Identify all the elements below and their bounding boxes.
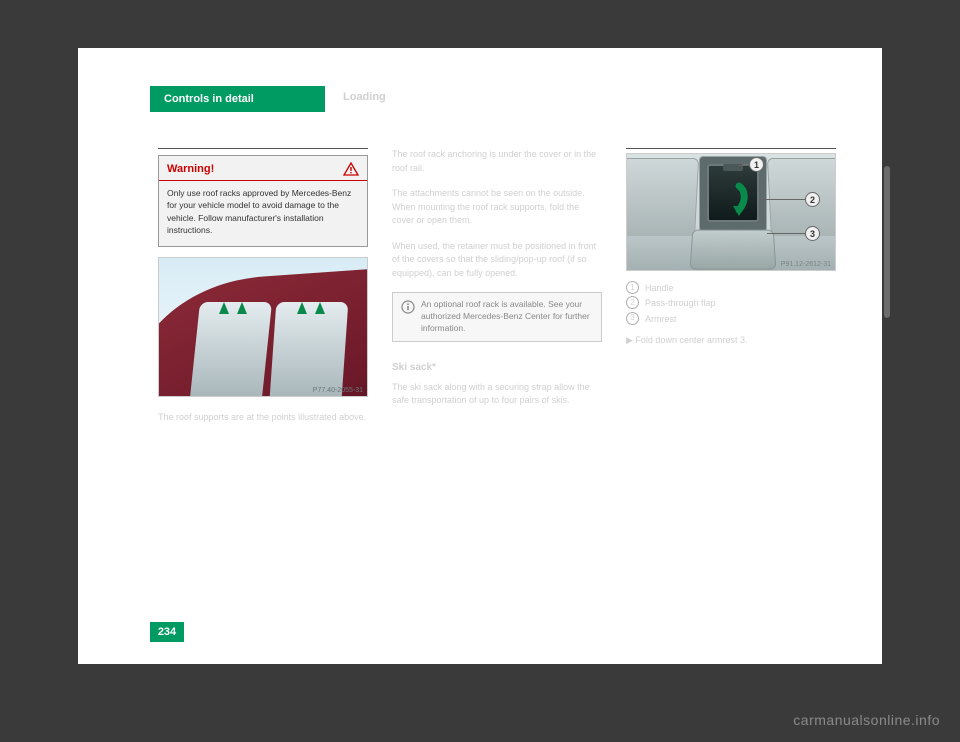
seatback-right (767, 158, 836, 238)
legend-text: Handle (645, 281, 674, 296)
legend-row: 2 Pass-through flap (626, 296, 836, 311)
column-1: Warning! Only use roof racks approved by… (158, 148, 368, 425)
callout-line (767, 233, 807, 234)
legend-number: 3 (626, 312, 639, 325)
ski-sack-heading: Ski sack* (392, 360, 602, 375)
callout-2: 2 (805, 192, 820, 207)
image-code: P77.40-2055-31 (313, 387, 363, 394)
legend-row: 1 Handle (626, 281, 836, 296)
body-paragraph: The ski sack along with a securing strap… (392, 381, 602, 408)
door-opening-front (190, 302, 272, 397)
warning-triangle-icon (343, 162, 359, 176)
section-subheading: Loading (343, 91, 386, 103)
info-box-text: An optional roof rack is available. See … (421, 299, 593, 335)
body-paragraph: The attachments cannot be seen on the ou… (392, 187, 602, 228)
manual-page: Controls in detail Loading Warning! Only… (78, 48, 882, 664)
page-number-value: 234 (158, 626, 176, 638)
legend-row: 3 Armrest (626, 312, 836, 327)
warning-text: Only use roof racks approved by Mercedes… (159, 181, 367, 246)
legend-text: Armrest (645, 312, 677, 327)
callout-1: 1 (749, 157, 764, 172)
info-box: An optional roof rack is available. See … (392, 292, 602, 342)
roof-support-text: The roof supports are at the points illu… (158, 411, 368, 425)
instruction-step: ▶ Fold down center armrest 3. (626, 333, 836, 348)
column-3: 1 2 3 P91.12-2612-31 1 Handle 2 Pass-thr… (626, 148, 836, 348)
warning-box: Warning! Only use roof racks approved by… (158, 155, 368, 247)
section-tab-label: Controls in detail (164, 93, 254, 105)
ski-sack-illustration: 1 2 3 P91.12-2612-31 (626, 153, 836, 271)
divider (626, 148, 836, 149)
legend-number: 1 (626, 281, 639, 294)
fold-down-arrow-icon (719, 180, 759, 220)
legend-text: Pass-through flap (645, 296, 716, 311)
watermark: carmanualsonline.info (793, 712, 940, 728)
arrow-up-icon (315, 302, 325, 314)
callout-line (759, 199, 807, 200)
warning-title: Warning! (167, 163, 214, 175)
armrest-shape (690, 230, 777, 270)
body-paragraph: The roof rack anchoring is under the cov… (392, 148, 602, 175)
seatback-left (626, 158, 699, 238)
callout-3: 3 (805, 226, 820, 241)
scrollbar-thumb[interactable] (884, 166, 890, 318)
warning-header: Warning! (159, 156, 367, 180)
callout-legend: 1 Handle 2 Pass-through flap 3 Armrest ▶… (626, 281, 836, 348)
divider (158, 148, 368, 149)
column-2: The roof rack anchoring is under the cov… (392, 148, 602, 420)
roof-rack-illustration: P77.40-2055-31 (158, 257, 368, 397)
door-opening-rear (270, 302, 349, 397)
instruction-text: ▶ Fold down center armrest 3. (626, 333, 747, 348)
legend-number: 2 (626, 296, 639, 309)
body-paragraph: When used, the retainer must be position… (392, 240, 602, 281)
page-number: 234 (150, 622, 184, 642)
arrow-up-icon (297, 302, 307, 314)
section-tab: Controls in detail (150, 86, 325, 112)
info-icon (401, 299, 415, 319)
image-code: P91.12-2612-31 (781, 261, 831, 268)
arrow-up-icon (237, 302, 247, 314)
arrow-up-icon (219, 302, 229, 314)
